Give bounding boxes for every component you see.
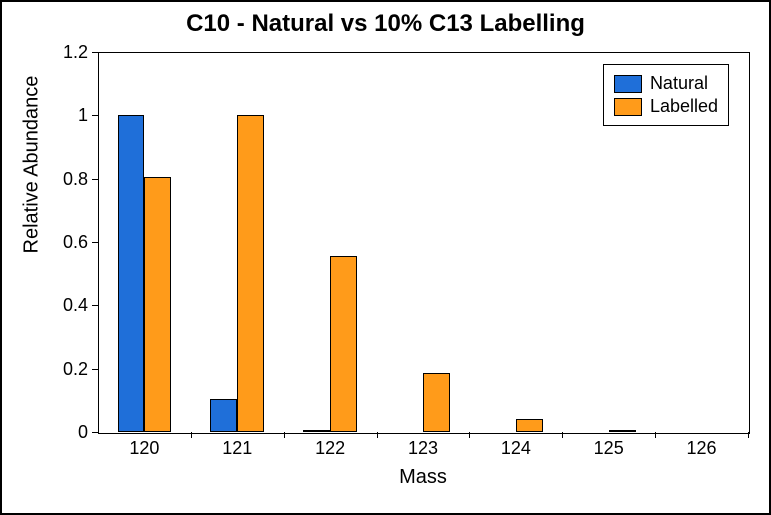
y-tick [92,432,98,433]
legend-swatch [614,75,642,93]
bar [210,399,237,432]
bar [330,256,357,432]
y-tick-label: 1.2 [48,42,88,63]
x-tick [284,432,285,438]
y-tick [92,369,98,370]
x-tick-label: 122 [300,438,360,459]
y-tick-label: 0.2 [48,359,88,380]
x-axis-label: Mass [98,466,748,489]
chart-title: C10 - Natural vs 10% C13 Labelling [2,10,769,38]
legend-swatch [614,98,642,116]
y-tick-label: 0 [48,422,88,443]
legend-item: Labelled [614,96,718,117]
bar [423,373,450,432]
y-tick [92,242,98,243]
y-tick [92,305,98,306]
x-tick-label: 126 [672,438,732,459]
x-tick [191,432,192,438]
y-tick [92,115,98,116]
x-tick [655,432,656,438]
chart-container: C10 - Natural vs 10% C13 Labelling Relat… [0,0,771,515]
bar [237,115,264,432]
x-tick-label: 121 [207,438,267,459]
x-tick-label: 125 [579,438,639,459]
bar [118,115,145,432]
bar [144,177,171,432]
x-tick-label: 120 [114,438,174,459]
x-tick [377,432,378,438]
x-tick [562,432,563,438]
legend: NaturalLabelled [603,64,729,126]
y-axis-label: Relative Abundance [21,230,44,254]
bar [609,430,636,432]
x-tick [748,432,749,438]
x-tick-label: 124 [486,438,546,459]
bar [516,419,543,432]
legend-label: Natural [650,73,708,94]
y-tick-label: 1 [48,105,88,126]
bar [303,430,330,432]
y-tick-label: 0.6 [48,232,88,253]
legend-label: Labelled [650,96,718,117]
y-tick-label: 0.8 [48,169,88,190]
y-tick [92,179,98,180]
y-tick-label: 0.4 [48,295,88,316]
y-tick [92,52,98,53]
x-tick [469,432,470,438]
legend-item: Natural [614,73,718,94]
x-tick-label: 123 [393,438,453,459]
